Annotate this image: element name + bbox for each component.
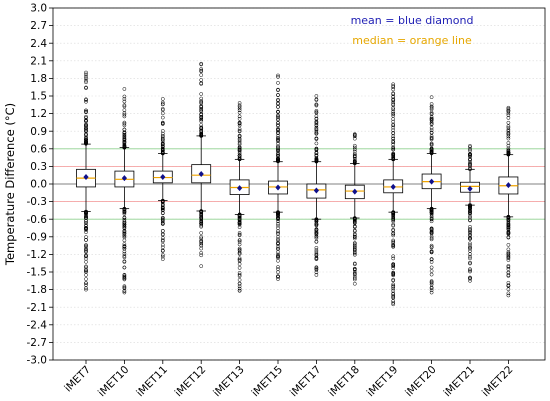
x-tick-label: iMET18 bbox=[326, 364, 362, 400]
y-tick-label: -1.2 bbox=[27, 249, 48, 261]
mean-marker bbox=[313, 187, 319, 194]
x-tick-label: iMET15 bbox=[249, 364, 285, 400]
box-iMET7 bbox=[76, 143, 96, 212]
axis-layer: -3.0 -2.7 -2.4 -2.1 -1.8 -1.5 -1.2 -0.9 -0.6 -0.3… bbox=[27, 3, 546, 400]
y-tick-label: 1.2 bbox=[30, 108, 47, 120]
mean-marker bbox=[121, 175, 127, 182]
y-tick-label: -1.8 bbox=[27, 284, 48, 296]
y-tick-label: -2.4 bbox=[27, 319, 48, 331]
x-tick-label: iMET11 bbox=[134, 364, 170, 400]
y-tick-label: -1.5 bbox=[27, 267, 48, 279]
y-tick-label: 0.0 bbox=[30, 179, 47, 191]
mean-marker bbox=[198, 171, 204, 178]
mean-marker bbox=[390, 183, 396, 190]
y-tick-label: -2.7 bbox=[27, 337, 48, 349]
box-iMET21 bbox=[460, 168, 480, 206]
legend-mean-note: mean = blue diamond bbox=[351, 14, 474, 27]
x-tick-label: iMET12 bbox=[173, 364, 209, 400]
mean-marker bbox=[275, 184, 281, 191]
y-tick-label: 2.4 bbox=[30, 38, 47, 50]
x-tick-label: iMET10 bbox=[96, 364, 132, 400]
y-tick-label: -3.0 bbox=[27, 355, 48, 367]
x-tick-label: iMET13 bbox=[211, 364, 247, 400]
y-tick-label: -2.1 bbox=[27, 302, 48, 314]
x-tick-label: iMET20 bbox=[403, 364, 439, 400]
mean-marker bbox=[429, 178, 435, 185]
box-iMET13 bbox=[229, 158, 250, 215]
y-tick-label: 2.7 bbox=[30, 20, 47, 32]
box-iMET20 bbox=[421, 153, 442, 210]
x-tick-label: iMET7 bbox=[62, 364, 93, 395]
x-tick-label: iMET19 bbox=[365, 364, 401, 400]
y-tick-label: -0.6 bbox=[27, 214, 48, 226]
box-layer bbox=[76, 135, 519, 220]
box-iMET18 bbox=[344, 163, 365, 219]
y-tick-label: 2.1 bbox=[30, 55, 47, 67]
box-iMET11 bbox=[152, 153, 173, 201]
x-tick-label: iMET21 bbox=[441, 364, 477, 400]
box-iMET17 bbox=[306, 161, 327, 220]
y-tick-label: 0.3 bbox=[30, 161, 47, 173]
outliers-iMET20 bbox=[429, 95, 434, 295]
y-tick-label: 1.8 bbox=[30, 73, 47, 85]
box-iMET22 bbox=[498, 154, 519, 218]
y-tick-label: -0.3 bbox=[27, 196, 48, 208]
mean-marker bbox=[467, 185, 473, 192]
box-iMET19 bbox=[383, 158, 404, 213]
legend-median-note: median = orange line bbox=[352, 34, 472, 47]
y-tick-label: 0.6 bbox=[30, 143, 47, 155]
mean-marker bbox=[83, 173, 89, 180]
y-axis-label: Temperature Difference (°C) bbox=[3, 103, 17, 266]
mean-marker bbox=[505, 182, 511, 189]
y-tick-label: 1.5 bbox=[30, 91, 47, 103]
x-tick-label: iMET17 bbox=[288, 364, 324, 400]
y-tick-label: 3.0 bbox=[30, 3, 47, 15]
y-tick-label: 0.9 bbox=[30, 126, 47, 138]
box-iMET10 bbox=[114, 147, 135, 210]
y-tick-label: -0.9 bbox=[27, 231, 48, 243]
outliers-iMET15 bbox=[276, 73, 280, 281]
mean-marker bbox=[237, 185, 243, 192]
outliers-iMET17 bbox=[314, 94, 319, 277]
mean-marker bbox=[352, 188, 358, 195]
box-iMET15 bbox=[268, 161, 288, 213]
x-tick-label: iMET22 bbox=[480, 364, 516, 400]
mean-marker bbox=[160, 173, 166, 180]
outliers-iMET21 bbox=[468, 144, 472, 283]
box-iMET12 bbox=[191, 135, 212, 212]
